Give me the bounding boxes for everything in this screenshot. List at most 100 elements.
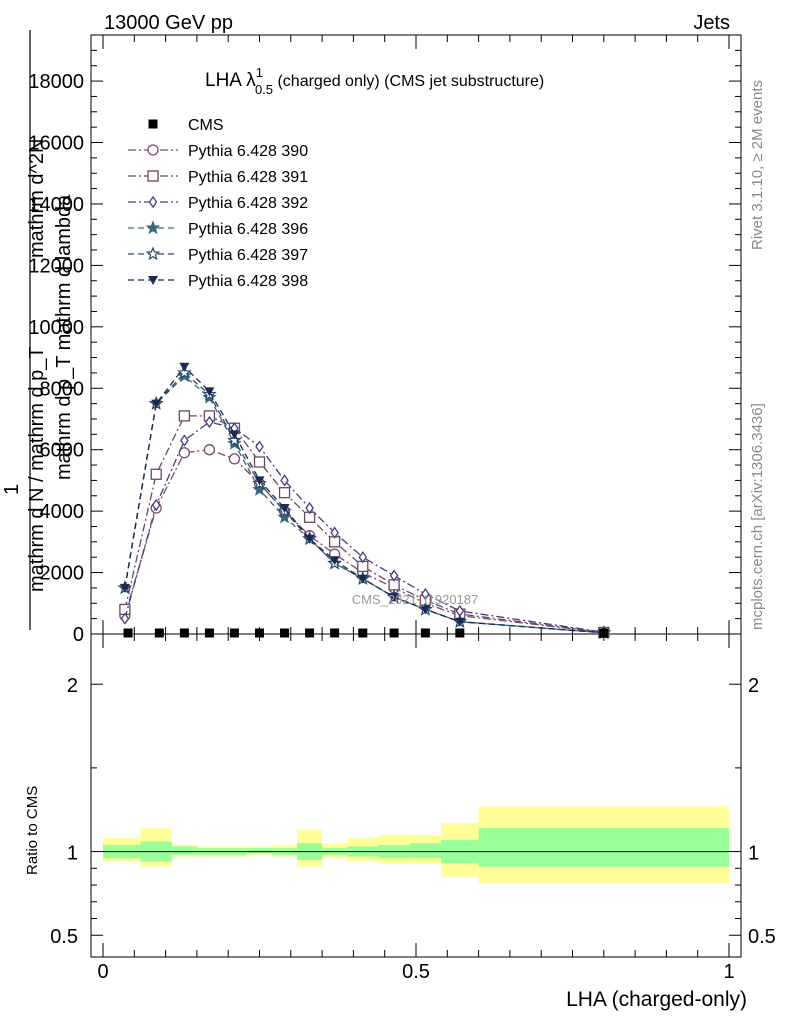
data-point-marker [389,593,400,603]
legend-item: Pythia 6.428 392 [128,195,308,212]
ratio-bands [103,806,729,884]
ratio-y-tick-label-right: 1 [748,843,759,865]
data-point-marker [254,476,265,486]
data-point-marker [229,628,239,638]
main-y-tick-label: 18000 [28,71,84,93]
main-y-tick-label: 8000 [40,378,85,400]
series-pythia-3 [120,415,609,639]
data-point-marker [277,509,292,524]
ratio-ylabel: Ratio to CMS [24,786,41,875]
data-point-marker [421,587,430,601]
x-tick-label: 0.5 [402,961,430,983]
legend-item: Pythia 6.428 398 [128,273,308,290]
data-point-marker [151,399,162,409]
data-point-marker [304,534,315,544]
data-point-marker [123,628,133,638]
series-line [124,375,604,634]
legend-marker [147,144,159,156]
series-line [124,415,604,634]
data-point-marker [179,628,189,638]
data-point-marker [420,605,431,615]
data-point-marker [420,628,430,638]
chart-title: LHA λ1 0.5 (charged only) (CMS jet substr… [205,65,544,97]
ylabel-middle: mathrm d p_T mathrm d lambda [53,194,75,480]
x-tick-label: 1 [723,961,734,983]
data-point-marker [454,617,465,627]
ratio-y-tick-label: 2 [67,675,78,697]
data-point-marker [150,468,162,480]
legend-item: Pythia 6.428 391 [128,169,308,186]
legend-marker [148,119,158,129]
data-point-marker [255,628,264,638]
ratio-stat-uncertainty-band [171,846,197,855]
data-point-marker [305,628,315,638]
data-point-marker [204,628,214,638]
series-pythia-2 [119,410,610,639]
legend-marker [147,170,159,182]
data-point-marker [180,434,189,447]
main-y-tick-label: 0 [73,624,84,646]
legend-marker [148,276,158,285]
data-point-marker [177,365,192,380]
data-point-marker [178,410,191,422]
main-y-tick-label: 2000 [40,563,85,585]
ratio-y-tick-label: 1 [67,843,78,865]
data-point-marker [280,628,290,638]
mcplots-label: mcplots.cern.ch [arXiv:1306.3436] [749,403,766,630]
main-y-tick-label: 10000 [28,317,84,339]
main-y-tick-label: 16000 [28,133,84,155]
ratio-y-tick-label-right: 0.5 [748,926,776,948]
x-tick-label: 0 [97,961,108,983]
legend-marker [145,220,161,235]
data-point-marker [278,487,291,499]
data-point-marker [599,628,609,638]
data-point-marker [252,481,267,496]
ratio-y-axis: 0.5 0.5 1 1 2 2 [50,675,776,948]
ratio-x-axis: 0 0.5 1 [97,634,735,983]
header-process-label: Jets [693,12,730,34]
legend-item: Pythia 6.428 390 [128,143,308,160]
data-point-marker [330,628,340,638]
data-point-marker [329,556,340,566]
xlabel: LHA (charged-only) [566,988,747,1011]
data-point-marker [330,526,339,539]
legend-marker [145,246,161,261]
legend-label: Pythia 6.428 392 [188,195,308,212]
data-point-marker [119,583,130,593]
series-cms [123,628,609,638]
main-y-tick-label: 12000 [28,255,84,277]
data-point-marker [154,628,164,638]
analysis-watermark: CMS_2021_I1920187 [352,592,479,607]
legend-label: Pythia 6.428 390 [188,143,308,160]
data-point-marker [204,387,215,397]
data-point-marker [389,628,399,638]
legend-label: CMS [188,117,224,134]
series-line [124,371,604,634]
data-point-marker [228,453,241,465]
legend-marker [148,195,158,209]
ylabel-numerator-top: mathrm d^2N [26,139,48,258]
main-y-tick-label: 14000 [28,194,84,216]
legend-label: Pythia 6.428 391 [188,169,308,186]
ylabel-numerator-one: 1 [1,484,23,495]
series-pythia-1 [119,444,610,639]
rivet-version-label: Rivet 3.1.10, ≥ 2M events [749,80,766,250]
data-point-marker [305,501,314,515]
ratio-y-tick-label-right: 2 [748,675,759,697]
ratio-stat-uncertainty-band [409,843,442,859]
data-point-marker [279,504,290,514]
data-point-marker [455,628,465,638]
data-point-marker [358,628,368,638]
data-point-marker [229,430,240,440]
legend-label: Pythia 6.428 397 [188,247,308,264]
data-point-marker [203,444,216,456]
data-point-marker [255,440,264,453]
ratio-y-tick-label: 0.5 [50,926,78,948]
header-energy-label: 13000 GeV pp [104,12,233,34]
data-point-marker [280,474,289,487]
series-layer [117,362,612,639]
legend-label: Pythia 6.428 398 [188,273,308,290]
data-point-marker [178,447,191,459]
main-y-tick-label: 6000 [40,440,85,462]
